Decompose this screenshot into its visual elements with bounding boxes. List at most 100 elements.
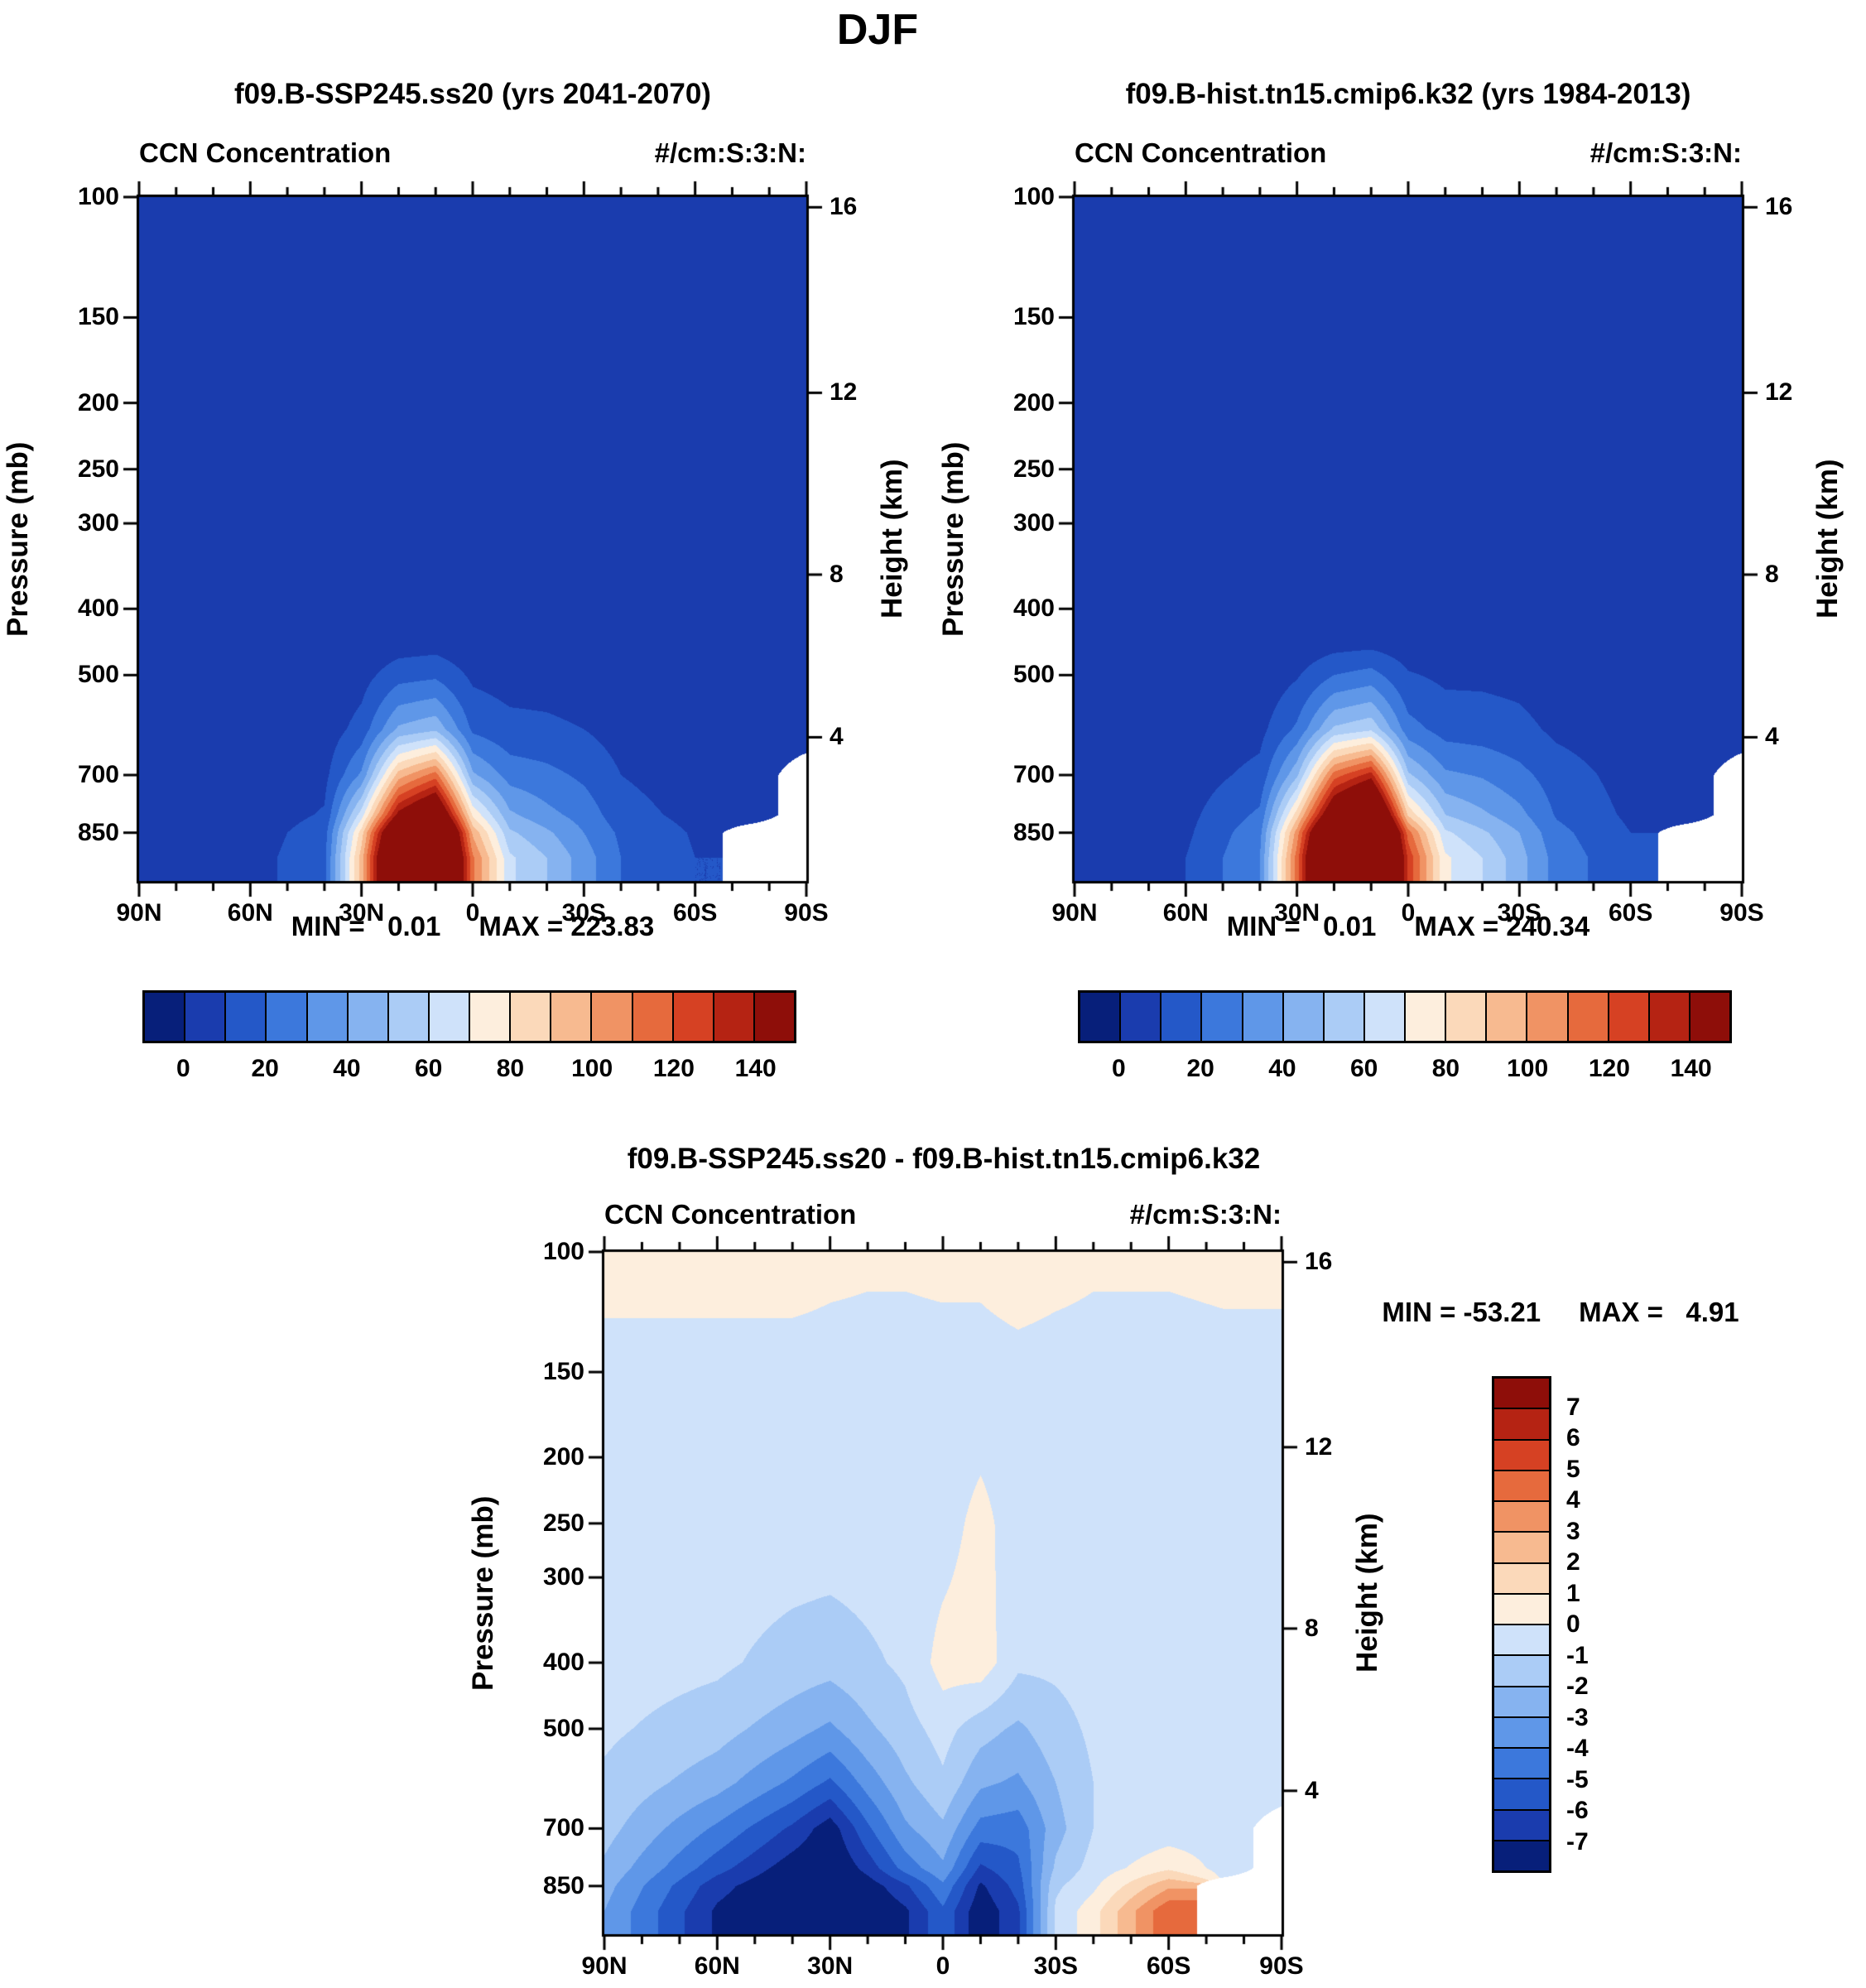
colorbar-conc-hist <box>1078 990 1732 1043</box>
pressure-tick-label: 100 <box>77 183 119 210</box>
latitude-tick-label: 30S <box>561 899 607 927</box>
panel-subtitle-row-diff: CCN Concentration #/cm:S:3:N: <box>604 1199 1282 1230</box>
pressure-tick-label: 400 <box>542 1649 584 1677</box>
panel-title-diff: f09.B-SSP245.ss20 - f09.B-hist.tn15.cmip… <box>627 1143 1261 1175</box>
colorbar-tick-label: 0 <box>176 1055 190 1082</box>
latitude-tick-label: 30N <box>1274 899 1320 927</box>
colorbar-swatch <box>145 993 185 1041</box>
colorbar-swatch <box>1494 1592 1549 1624</box>
colorbar-swatch <box>1494 1808 1549 1840</box>
variable-label: CCN Concentration <box>604 1199 857 1230</box>
colorbar-tick-label: 20 <box>1186 1055 1214 1082</box>
latitude-tick-label: 30N <box>339 899 385 927</box>
height-tick-label: 12 <box>1765 378 1793 407</box>
colorbar-swatch <box>631 993 672 1041</box>
pressure-tick-label: 100 <box>1012 183 1055 210</box>
colorbar-tick-label: 120 <box>652 1055 695 1082</box>
colorbar-tick-label: -3 <box>1566 1703 1589 1731</box>
pressure-axis-title: Pressure (mb) <box>937 441 969 637</box>
height-axis-title: Height (km) <box>1351 1513 1383 1673</box>
pressure-tick-label: 500 <box>1012 661 1055 689</box>
minmax-stats-hist: MIN = 0.01 MAX = 240.34 <box>1075 911 1742 942</box>
colorbar-swatch <box>1241 993 1282 1041</box>
colorbar-swatch <box>1494 1379 1549 1408</box>
latitude-tick-label: 90S <box>1259 1952 1304 1980</box>
latitude-tick-label: 0 <box>465 899 480 927</box>
colorbar-tick-label: 6 <box>1566 1424 1580 1451</box>
colorbar-tick-label: 20 <box>251 1055 279 1082</box>
colorbar-swatch <box>590 993 632 1041</box>
colorbar-swatch <box>550 993 591 1041</box>
colorbar-tick-label: -2 <box>1566 1673 1589 1700</box>
colorbar-tick-label: 100 <box>1507 1055 1549 1082</box>
units-label: #/cm:S:3:N: <box>654 137 806 168</box>
height-tick-label: 8 <box>830 561 844 588</box>
pressure-tick-label: 150 <box>542 1358 584 1386</box>
colorbar-tick-label: 2 <box>1566 1548 1580 1576</box>
colorbar-swatch <box>1119 993 1161 1041</box>
height-tick-label: 16 <box>1765 193 1793 221</box>
latitude-tick-label: 60S <box>1608 899 1653 927</box>
latitude-tick-label: 0 <box>1401 899 1416 927</box>
pressure-tick-label: 250 <box>1012 455 1055 483</box>
panel-title-hist: f09.B-hist.tn15.cmip6.k32 (yrs 1984-2013… <box>1125 78 1691 110</box>
pressure-tick-label: 500 <box>542 1714 584 1742</box>
colorbar-swatch <box>387 993 428 1041</box>
pressure-tick-label: 300 <box>1012 509 1055 537</box>
height-tick-label: 16 <box>1305 1248 1333 1276</box>
colorbar-swatch <box>1494 1685 1549 1716</box>
pressure-tick-label: 300 <box>542 1563 584 1591</box>
colorbar-swatch <box>1526 993 1567 1041</box>
colorbar-swatch <box>265 993 306 1041</box>
colorbar-tick-label: 80 <box>1431 1055 1460 1082</box>
height-axis-title: Height (km) <box>876 459 908 619</box>
height-axis-title: Height (km) <box>1811 459 1844 619</box>
latitude-tick-label: 30S <box>1033 1952 1079 1980</box>
latitude-tick-label: 60N <box>227 899 273 927</box>
colorbar-swatch <box>671 993 713 1041</box>
latitude-tick-label: 90N <box>581 1952 628 1980</box>
height-tick-label: 16 <box>830 193 858 221</box>
colorbar-swatch <box>1404 993 1445 1041</box>
panel-subtitle-row-hist: CCN Concentration #/cm:S:3:N: <box>1075 137 1742 169</box>
pressure-tick-label: 200 <box>1012 388 1055 416</box>
height-tick-label: 12 <box>1305 1432 1333 1461</box>
max-value: MAX = 223.83 <box>479 911 655 941</box>
pressure-tick-label: 200 <box>542 1443 584 1471</box>
colorbar-swatch <box>469 993 510 1041</box>
colorbar-swatch <box>1494 1778 1549 1809</box>
latitude-tick-label: 0 <box>935 1952 950 1980</box>
units-label: #/cm:S:3:N: <box>1129 1199 1282 1230</box>
colorbar-tick-label: 60 <box>414 1055 443 1082</box>
minmax-stats-diff: MIN = -53.21 MAX = 4.91 <box>1325 1297 1796 1328</box>
colorbar-swatch <box>1494 1469 1549 1500</box>
colorbar-tick-label: 40 <box>1268 1055 1296 1082</box>
variable-label: CCN Concentration <box>1075 137 1327 168</box>
pressure-tick-label: 150 <box>77 303 119 331</box>
latitude-tick-label: 90S <box>784 899 829 927</box>
min-value: MIN = -53.21 <box>1382 1297 1541 1327</box>
variable-label: CCN Concentration <box>139 137 392 168</box>
pressure-axis-title: Pressure (mb) <box>467 1495 499 1691</box>
colorbar-tick-label: 80 <box>496 1055 525 1082</box>
max-value: MAX = 240.34 <box>1414 911 1590 941</box>
colorbar-swatch <box>1445 993 1486 1041</box>
pressure-tick-label: 250 <box>77 455 119 483</box>
min-value: MIN = 0.01 <box>1226 911 1377 941</box>
colorbar-swatch <box>1494 1654 1549 1686</box>
pressure-tick-label: 400 <box>77 594 119 623</box>
colorbar-tick-label: -6 <box>1566 1797 1589 1824</box>
panel-title-ssp245: f09.B-SSP245.ss20 (yrs 2041-2070) <box>234 78 711 110</box>
pressure-tick-label: 300 <box>77 509 119 537</box>
contour-plot-diff <box>584 1232 1301 1954</box>
pressure-tick-label: 700 <box>542 1814 584 1842</box>
pressure-tick-label: 100 <box>542 1238 584 1265</box>
colorbar-tick-label: 40 <box>333 1055 361 1082</box>
colorbar-swatch <box>1494 1747 1549 1779</box>
colorbar-swatch <box>1607 993 1648 1041</box>
contour-plot-hist <box>1055 177 1762 901</box>
colorbar-tick-label: 4 <box>1566 1486 1580 1514</box>
colorbar-tick-label: 1 <box>1566 1579 1580 1607</box>
colorbar-swatch <box>1494 1438 1549 1470</box>
